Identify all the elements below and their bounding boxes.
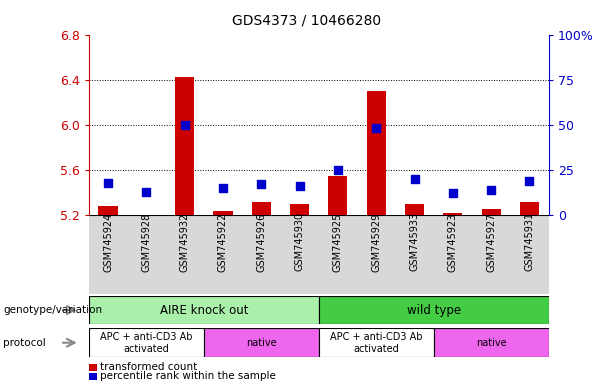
Bar (434, 328, 549, 357)
Bar (89, 296, 319, 324)
Bar (443, 213, 462, 215)
Text: genotype/variation: genotype/variation (3, 305, 102, 315)
Text: protocol: protocol (3, 338, 46, 348)
Bar (520, 202, 539, 215)
Point (256, 181, 266, 187)
Bar (319, 296, 549, 324)
Text: APC + anti-CD3 Ab
activated: APC + anti-CD3 Ab activated (330, 332, 422, 354)
Bar (482, 209, 501, 215)
Point (180, 122, 189, 128)
Text: native: native (246, 338, 276, 348)
Text: APC + anti-CD3 Ab
activated: APC + anti-CD3 Ab activated (100, 332, 192, 354)
Bar (89, 328, 204, 357)
Point (486, 187, 496, 193)
Text: wild type: wild type (406, 304, 461, 316)
Bar (367, 91, 386, 215)
Text: GDS4373 / 10466280: GDS4373 / 10466280 (232, 13, 381, 27)
Text: native: native (476, 338, 506, 348)
Text: percentile rank within the sample: percentile rank within the sample (100, 371, 276, 381)
Point (142, 189, 151, 195)
Point (409, 176, 419, 182)
Point (295, 183, 305, 189)
Bar (290, 204, 309, 215)
Point (333, 167, 343, 173)
Bar (204, 328, 319, 357)
Bar (319, 328, 434, 357)
Bar (252, 202, 271, 215)
Point (448, 190, 458, 197)
Point (371, 125, 381, 131)
Point (525, 178, 535, 184)
Bar (329, 175, 348, 215)
Point (103, 179, 113, 185)
Bar (175, 78, 194, 215)
Text: AIRE knock out: AIRE knock out (159, 304, 248, 316)
Bar (405, 204, 424, 215)
Bar (213, 210, 232, 215)
Text: transformed count: transformed count (100, 362, 197, 372)
Point (218, 185, 228, 191)
Bar (99, 206, 118, 215)
